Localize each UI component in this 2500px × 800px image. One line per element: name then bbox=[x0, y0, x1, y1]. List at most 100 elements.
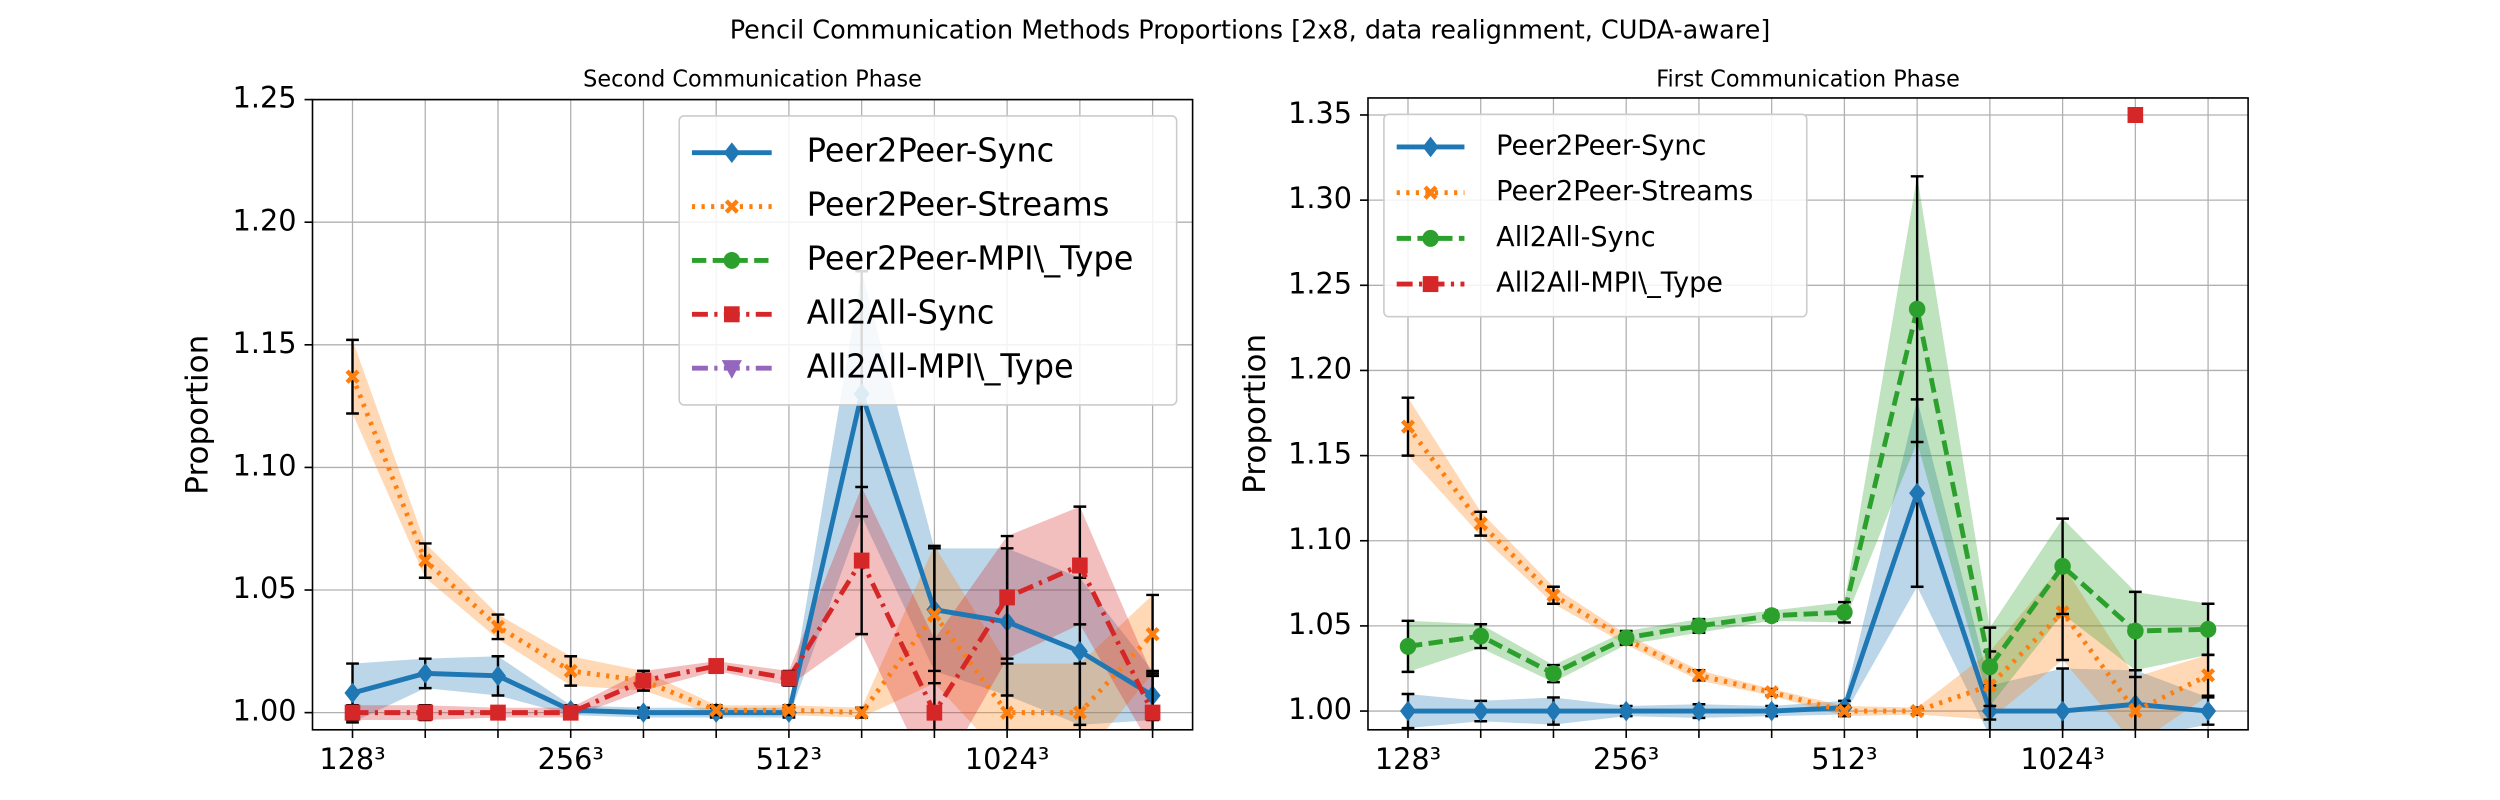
series-line bbox=[1407, 308, 2209, 677]
marker bbox=[562, 704, 579, 721]
marker bbox=[2201, 668, 2216, 683]
marker bbox=[1690, 700, 1707, 722]
marker bbox=[490, 704, 506, 721]
marker bbox=[1764, 685, 1779, 700]
marker bbox=[2127, 106, 2144, 123]
marker bbox=[1837, 703, 1852, 719]
marker bbox=[2128, 703, 2143, 719]
marker bbox=[2199, 620, 2217, 638]
marker bbox=[2054, 557, 2071, 575]
marker bbox=[418, 553, 433, 568]
y-tick-label: 1.30 bbox=[1288, 181, 1352, 215]
axes-frame bbox=[311, 98, 1194, 731]
x-tick-label: 128³ bbox=[1375, 742, 1441, 776]
subplot-title: Second Communication Phase bbox=[583, 66, 922, 92]
y-tick-label: 1.20 bbox=[233, 203, 297, 237]
legend-box bbox=[1383, 113, 1808, 318]
y-tick-label: 1.00 bbox=[1288, 692, 1352, 726]
marker bbox=[417, 663, 434, 684]
y-tick-label: 1.10 bbox=[1288, 522, 1352, 556]
marker bbox=[927, 607, 942, 622]
marker bbox=[1423, 185, 1438, 200]
marker bbox=[1422, 276, 1439, 293]
x-tick-label: 512³ bbox=[756, 742, 822, 776]
y-tick-label: 1.05 bbox=[1288, 607, 1352, 641]
marker bbox=[1690, 617, 1708, 635]
marker bbox=[490, 619, 505, 634]
marker bbox=[724, 306, 740, 323]
marker bbox=[1691, 668, 1706, 683]
series-line bbox=[1407, 485, 2209, 714]
x-tick-label: 512³ bbox=[1811, 742, 1877, 776]
marker bbox=[1399, 700, 1417, 722]
marker bbox=[723, 251, 741, 269]
y-tick-label: 1.10 bbox=[233, 448, 297, 482]
y-tick-label: 1.00 bbox=[233, 693, 297, 727]
x-tick-label: 1024³ bbox=[965, 742, 1050, 776]
subplot-title: First Communication Phase bbox=[1656, 66, 1960, 92]
error-band bbox=[352, 487, 1153, 730]
y-axis-label: Proportion bbox=[1238, 334, 1273, 494]
legend-label: All2All-MPI\_Type bbox=[807, 347, 1074, 385]
x-tick-label: 256³ bbox=[1593, 742, 1659, 776]
marker bbox=[1400, 419, 1416, 434]
marker bbox=[344, 682, 361, 704]
marker bbox=[1910, 703, 1925, 719]
marker bbox=[999, 589, 1015, 606]
marker bbox=[721, 360, 742, 379]
marker bbox=[1546, 588, 1561, 603]
marker bbox=[1000, 705, 1015, 720]
marker bbox=[2054, 700, 2071, 722]
y-axis-label: Proportion bbox=[181, 335, 216, 495]
marker bbox=[2127, 622, 2144, 640]
y-tick-label: 1.35 bbox=[1288, 96, 1352, 130]
marker bbox=[1545, 700, 1562, 722]
marker bbox=[1908, 300, 1926, 318]
marker bbox=[926, 704, 943, 721]
legend-label: All2All-Sync bbox=[807, 293, 995, 331]
plot-area bbox=[1399, 106, 2217, 730]
plot-area bbox=[344, 270, 1161, 730]
x-tick-label: 256³ bbox=[538, 742, 604, 776]
marker bbox=[635, 672, 652, 689]
marker bbox=[1071, 641, 1088, 662]
marker bbox=[1422, 229, 1439, 247]
legend-label: All2All-Sync bbox=[1496, 222, 1656, 253]
marker bbox=[345, 369, 360, 384]
marker bbox=[1472, 700, 1489, 722]
marker bbox=[709, 702, 724, 718]
marker bbox=[1072, 557, 1088, 574]
marker bbox=[1763, 700, 1780, 722]
y-tick-label: 1.15 bbox=[1288, 436, 1352, 470]
subplot: Second Communication Phase Proportion 1.00… bbox=[181, 66, 1194, 776]
marker bbox=[723, 142, 740, 163]
marker bbox=[1981, 658, 1999, 676]
marker bbox=[724, 199, 739, 214]
series-line bbox=[1406, 425, 2210, 715]
marker bbox=[1473, 516, 1488, 531]
marker bbox=[708, 658, 724, 675]
y-tick-label: 1.20 bbox=[1288, 351, 1352, 385]
marker bbox=[1472, 627, 1489, 645]
marker bbox=[635, 702, 652, 723]
marker bbox=[1618, 700, 1635, 722]
y-tick-label: 1.25 bbox=[233, 80, 297, 114]
legend-label: Peer2Peer-Sync bbox=[1496, 130, 1706, 161]
marker bbox=[1617, 629, 1635, 647]
error-band bbox=[1407, 397, 2209, 730]
legend-label: Peer2Peer-Streams bbox=[1496, 176, 1753, 207]
subplot: First Communication Phase Proportion 1.00 1… bbox=[1238, 66, 2249, 776]
marker bbox=[1145, 626, 1160, 642]
axes-frame bbox=[1367, 97, 2249, 731]
marker bbox=[854, 705, 869, 720]
figure-title: Pencil Communication Methods Proportions… bbox=[730, 15, 1771, 45]
marker bbox=[344, 704, 361, 721]
marker bbox=[1545, 665, 1562, 683]
series-line bbox=[352, 555, 1155, 718]
marker bbox=[1422, 136, 1439, 158]
marker bbox=[1909, 482, 1926, 504]
x-tick-label: 128³ bbox=[319, 742, 385, 776]
legend-label: Peer2Peer-MPI\_Type bbox=[807, 239, 1134, 277]
marker bbox=[2200, 700, 2217, 722]
marker bbox=[1836, 603, 1853, 621]
